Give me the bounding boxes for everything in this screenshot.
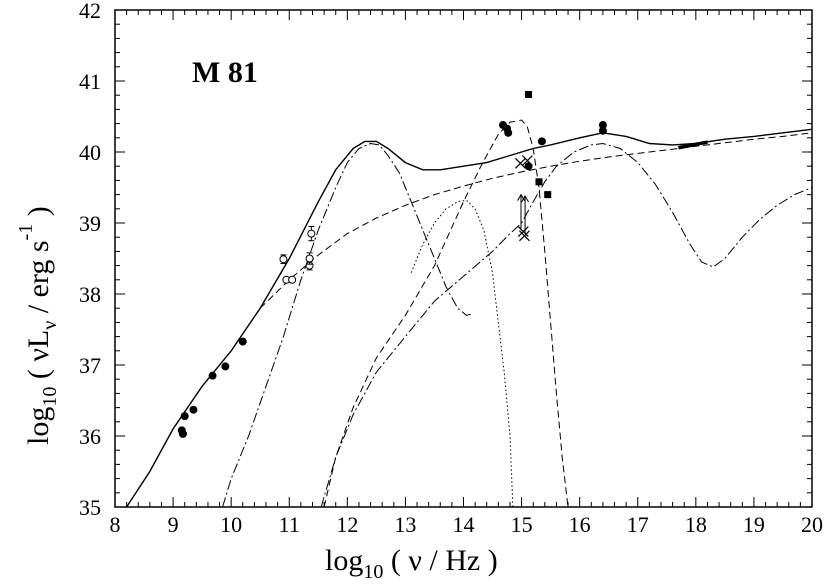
open-circle-point — [288, 275, 297, 284]
x-tick-label: 16 — [569, 512, 591, 537]
y-tick-label: 41 — [79, 69, 101, 94]
filled-circle-point — [208, 371, 217, 380]
x-tick-labels: 8 9 10 11 12 13 14 15 16 17 18 19 20 — [110, 512, 824, 537]
filled-circle-point — [238, 337, 247, 346]
x-tick-label: 19 — [743, 512, 765, 537]
x-tick-label: 18 — [685, 512, 707, 537]
filled-circle-point — [189, 405, 198, 414]
open-circle-point — [307, 229, 316, 238]
series-dotted-line-3 — [410, 199, 514, 508]
series-dashdot-line-2 — [222, 142, 473, 508]
axis-ticks — [114, 9, 813, 508]
x-tick-label: 20 — [801, 512, 823, 537]
y-tick-label: 40 — [79, 140, 101, 165]
cross-point — [521, 155, 533, 166]
x-axis-title: log10 ( ν / Hz ) — [325, 544, 498, 583]
series-dashdot-line-5 — [320, 142, 813, 508]
lower-limit-arrow — [521, 195, 529, 234]
cross-point — [514, 157, 526, 169]
object-label: M 81 — [192, 56, 258, 89]
y-tick-label: 36 — [79, 424, 101, 449]
filled-circle-point — [180, 412, 189, 421]
y-tick-label: 37 — [79, 353, 101, 378]
y-tick-label: 42 — [79, 0, 101, 23]
filled-circle-point — [598, 126, 607, 135]
filled-circle-point — [537, 137, 546, 146]
lower-limit-arrow — [517, 193, 525, 231]
x-tick-label: 15 — [511, 512, 533, 537]
filled-circle-point — [524, 162, 533, 171]
x-tick-label: 8 — [110, 512, 121, 537]
series-dashed-line-1 — [259, 132, 813, 309]
x-tick-label: 9 — [168, 512, 179, 537]
model-curves — [126, 119, 813, 508]
open-circle-point — [279, 255, 288, 264]
series-dashed-line-4 — [323, 119, 569, 508]
filled-circle-point — [598, 121, 607, 130]
filled-circle-point — [504, 128, 513, 137]
series-solid-line-0 — [126, 128, 813, 508]
x-tick-label: 17 — [627, 512, 649, 537]
x-tick-label: 10 — [220, 512, 242, 537]
y-tick-label: 38 — [79, 282, 101, 307]
x-tick-label: 14 — [453, 512, 475, 537]
data-points — [177, 90, 708, 438]
cross-point — [519, 230, 530, 242]
filled-square-point — [544, 191, 552, 199]
filled-square-point — [535, 178, 543, 186]
open-circle-point — [305, 254, 314, 263]
filled-circle-point — [221, 362, 230, 371]
x-tick-label: 12 — [336, 512, 358, 537]
y-axis-title: log10 ( νLν / erg s-1 ) — [15, 206, 61, 445]
filled-circle-point — [178, 429, 187, 438]
filled-square-point — [525, 90, 533, 98]
y-tick-label: 39 — [79, 211, 101, 236]
y-tick-labels: 35 36 37 38 39 40 41 42 — [79, 0, 101, 520]
x-tick-label: 13 — [394, 512, 416, 537]
cross-point — [517, 226, 529, 237]
x-tick-label: 11 — [279, 512, 300, 537]
y-tick-label: 35 — [79, 495, 101, 520]
xray-segment — [678, 140, 708, 150]
